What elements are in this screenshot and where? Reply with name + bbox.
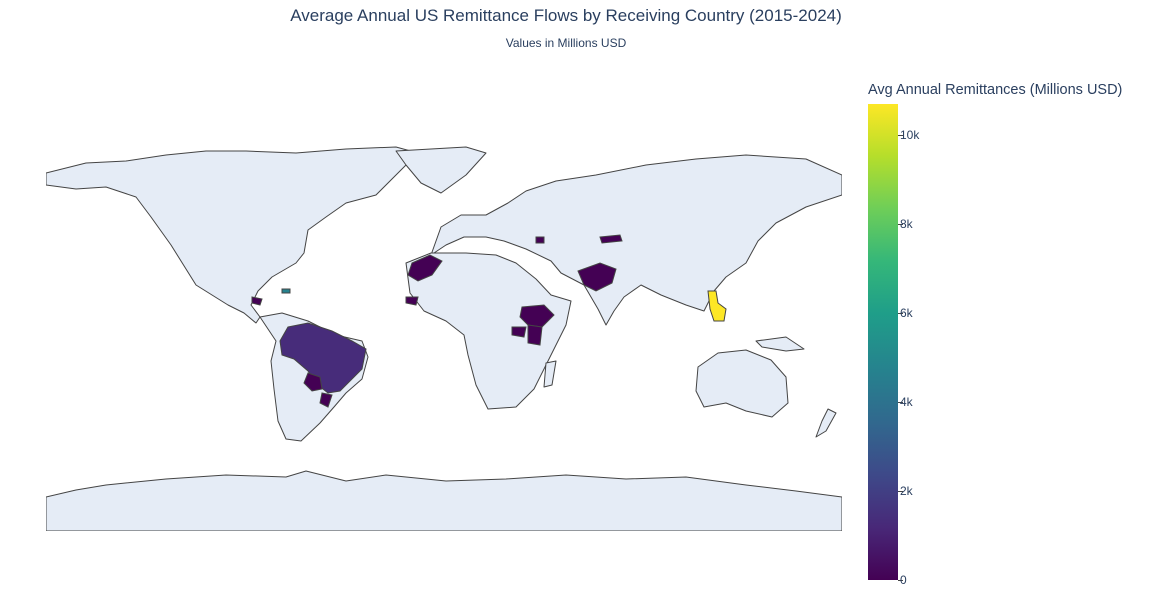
colorbar-tick-label: 2k — [900, 484, 913, 499]
country-morocco[interactable] — [407, 254, 443, 282]
colorbar-title: Avg Annual Remittances (Millions USD) — [868, 82, 1123, 98]
land-eurasia — [430, 154, 842, 326]
colorbar-tick-label: 4k — [900, 395, 913, 410]
country-paraguay[interactable] — [303, 372, 323, 392]
country-kenya[interactable] — [527, 324, 543, 346]
land-antarctica — [46, 470, 842, 531]
country-philippines[interactable] — [707, 290, 727, 322]
world-map[interactable] — [46, 145, 842, 531]
chart-subtitle: Values in Millions USD — [505, 36, 627, 50]
colorbar-tickmark — [898, 135, 903, 137]
land-new-zealand — [815, 408, 837, 438]
country-pakistan[interactable] — [577, 262, 617, 292]
colorbar-tick-label: 0 — [900, 573, 907, 587]
colorbar-tickmark — [898, 580, 903, 581]
land-north-america — [46, 146, 419, 324]
country-honduras[interactable] — [251, 296, 263, 306]
land-greenland — [395, 146, 487, 194]
colorbar-tickmark — [898, 224, 903, 226]
colorbar-tickmark — [898, 402, 903, 404]
country-uganda[interactable] — [511, 326, 527, 338]
country-brazil[interactable] — [279, 322, 367, 394]
country-senegal[interactable] — [405, 296, 419, 306]
chart-title: Average Annual US Remittance Flows by Re… — [290, 6, 842, 25]
country-haiti[interactable] — [281, 288, 291, 294]
colorbar-tick-label: 10k — [900, 128, 920, 143]
colorbar-tickmark — [898, 491, 903, 493]
colorbar-tick-label: 6k — [900, 306, 913, 321]
colorbar-tick-label: 8k — [900, 217, 913, 232]
land-australia — [695, 349, 789, 418]
country-uruguay[interactable] — [319, 392, 333, 408]
land-madagascar — [543, 360, 557, 388]
land-new-guinea — [755, 336, 805, 352]
country-kyrgyzstan[interactable] — [599, 234, 623, 244]
colorbar — [868, 104, 898, 580]
country-armenia[interactable] — [535, 236, 545, 244]
colorbar-tickmark — [898, 313, 903, 315]
